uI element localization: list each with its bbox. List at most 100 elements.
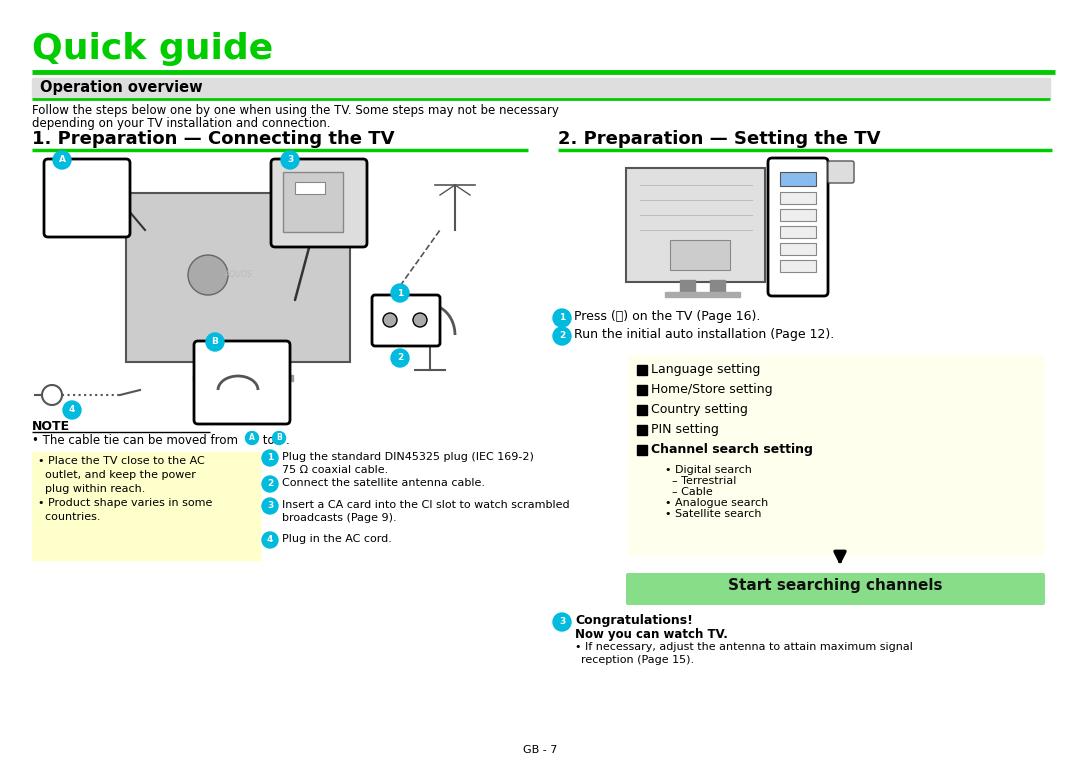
- Bar: [637, 405, 647, 415]
- Circle shape: [553, 327, 571, 345]
- Bar: [193, 375, 293, 381]
- Text: • If necessary, adjust the antenna to attain maximum signal: • If necessary, adjust the antenna to at…: [575, 642, 913, 652]
- Bar: [780, 209, 816, 221]
- Bar: [670, 240, 730, 270]
- Bar: [665, 292, 740, 297]
- Text: 1: 1: [396, 288, 403, 298]
- Circle shape: [553, 309, 571, 327]
- Circle shape: [53, 151, 71, 169]
- Bar: [283, 172, 343, 232]
- Text: – Cable: – Cable: [665, 487, 713, 497]
- Bar: [680, 280, 696, 292]
- Text: Press (⏻) on the TV (Page 16).: Press (⏻) on the TV (Page 16).: [573, 310, 760, 323]
- Text: Plug in the AC cord.: Plug in the AC cord.: [282, 534, 392, 544]
- Text: • The cable tie can be moved from: • The cable tie can be moved from: [32, 434, 242, 447]
- Text: Insert a CA card into the CI slot to watch scrambled: Insert a CA card into the CI slot to wat…: [282, 500, 569, 510]
- Bar: [32, 452, 260, 560]
- FancyBboxPatch shape: [126, 193, 350, 362]
- Text: – Terrestrial: – Terrestrial: [665, 476, 737, 486]
- FancyBboxPatch shape: [626, 573, 1045, 605]
- Circle shape: [245, 432, 258, 445]
- Circle shape: [262, 498, 278, 514]
- Text: B: B: [212, 337, 218, 346]
- Circle shape: [391, 284, 409, 302]
- Text: AQUOS: AQUOS: [225, 271, 252, 279]
- Text: 75 Ω coaxial cable.: 75 Ω coaxial cable.: [282, 465, 388, 475]
- Text: 2. Preparation — Setting the TV: 2. Preparation — Setting the TV: [558, 130, 880, 148]
- Circle shape: [63, 401, 81, 419]
- Text: broadcasts (Page 9).: broadcasts (Page 9).: [282, 513, 396, 523]
- FancyBboxPatch shape: [768, 158, 828, 296]
- Text: A: A: [58, 156, 66, 165]
- Bar: [780, 260, 816, 272]
- Text: 1: 1: [267, 453, 273, 462]
- Circle shape: [391, 349, 409, 367]
- Bar: [780, 172, 816, 186]
- Text: 3: 3: [287, 156, 293, 165]
- Text: plug within reach.: plug within reach.: [38, 484, 146, 494]
- FancyBboxPatch shape: [194, 341, 291, 424]
- Text: 3: 3: [558, 617, 565, 626]
- Bar: [780, 243, 816, 255]
- Text: .: .: [286, 434, 289, 447]
- Circle shape: [206, 333, 224, 351]
- Bar: [780, 226, 816, 238]
- Text: 4: 4: [69, 405, 76, 414]
- Circle shape: [188, 255, 228, 295]
- Bar: [780, 192, 816, 204]
- Text: 1. Preparation — Connecting the TV: 1. Preparation — Connecting the TV: [32, 130, 394, 148]
- Bar: [627, 355, 1043, 555]
- Text: NOTE: NOTE: [32, 420, 70, 433]
- Text: PIN setting: PIN setting: [651, 423, 719, 436]
- Text: B: B: [276, 433, 282, 443]
- Text: Connect the satellite antenna cable.: Connect the satellite antenna cable.: [282, 478, 485, 488]
- Circle shape: [262, 532, 278, 548]
- Text: reception (Page 15).: reception (Page 15).: [581, 655, 694, 665]
- Bar: [637, 365, 647, 375]
- FancyBboxPatch shape: [626, 168, 765, 282]
- Bar: [637, 425, 647, 435]
- Circle shape: [553, 613, 571, 631]
- Text: Plug the standard DIN45325 plug (IEC 169-2): Plug the standard DIN45325 plug (IEC 169…: [282, 452, 534, 462]
- Text: Quick guide: Quick guide: [32, 32, 273, 66]
- Circle shape: [42, 385, 62, 405]
- Text: • Product shape varies in some: • Product shape varies in some: [38, 498, 213, 508]
- Text: • Place the TV close to the AC: • Place the TV close to the AC: [38, 456, 205, 466]
- Text: Language setting: Language setting: [651, 363, 760, 376]
- Text: Country setting: Country setting: [651, 403, 747, 416]
- FancyBboxPatch shape: [44, 159, 130, 237]
- Text: • Digital search: • Digital search: [665, 465, 752, 475]
- Text: A: A: [249, 433, 255, 443]
- Text: GB - 7: GB - 7: [523, 745, 557, 755]
- FancyBboxPatch shape: [271, 159, 367, 247]
- Bar: [710, 280, 725, 292]
- Text: • Analogue search: • Analogue search: [665, 498, 768, 508]
- Text: 4: 4: [267, 536, 273, 545]
- Bar: [637, 385, 647, 395]
- Text: 2: 2: [396, 353, 403, 362]
- Text: • Satellite search: • Satellite search: [665, 509, 761, 519]
- Bar: [208, 360, 228, 375]
- Text: Now you can watch TV.: Now you can watch TV.: [575, 628, 728, 641]
- Circle shape: [262, 476, 278, 492]
- Circle shape: [262, 450, 278, 466]
- Text: Run the initial auto installation (Page 12).: Run the initial auto installation (Page …: [573, 328, 834, 341]
- Text: Channel search setting: Channel search setting: [651, 443, 813, 456]
- Text: 2: 2: [267, 479, 273, 488]
- Text: countries.: countries.: [38, 512, 100, 522]
- Text: Home/Store setting: Home/Store setting: [651, 383, 772, 396]
- Text: 1: 1: [558, 314, 565, 323]
- Circle shape: [272, 432, 285, 445]
- Text: depending on your TV installation and connection.: depending on your TV installation and co…: [32, 117, 330, 130]
- Circle shape: [413, 313, 427, 327]
- Text: outlet, and keep the power: outlet, and keep the power: [38, 470, 195, 480]
- Bar: [248, 360, 268, 375]
- Text: 3: 3: [267, 501, 273, 510]
- Bar: [295, 182, 325, 194]
- Text: 2: 2: [558, 331, 565, 340]
- Text: to: to: [259, 434, 279, 447]
- Bar: [637, 445, 647, 455]
- Circle shape: [281, 151, 299, 169]
- Circle shape: [383, 313, 397, 327]
- Text: Follow the steps below one by one when using the TV. Some steps may not be neces: Follow the steps below one by one when u…: [32, 104, 558, 117]
